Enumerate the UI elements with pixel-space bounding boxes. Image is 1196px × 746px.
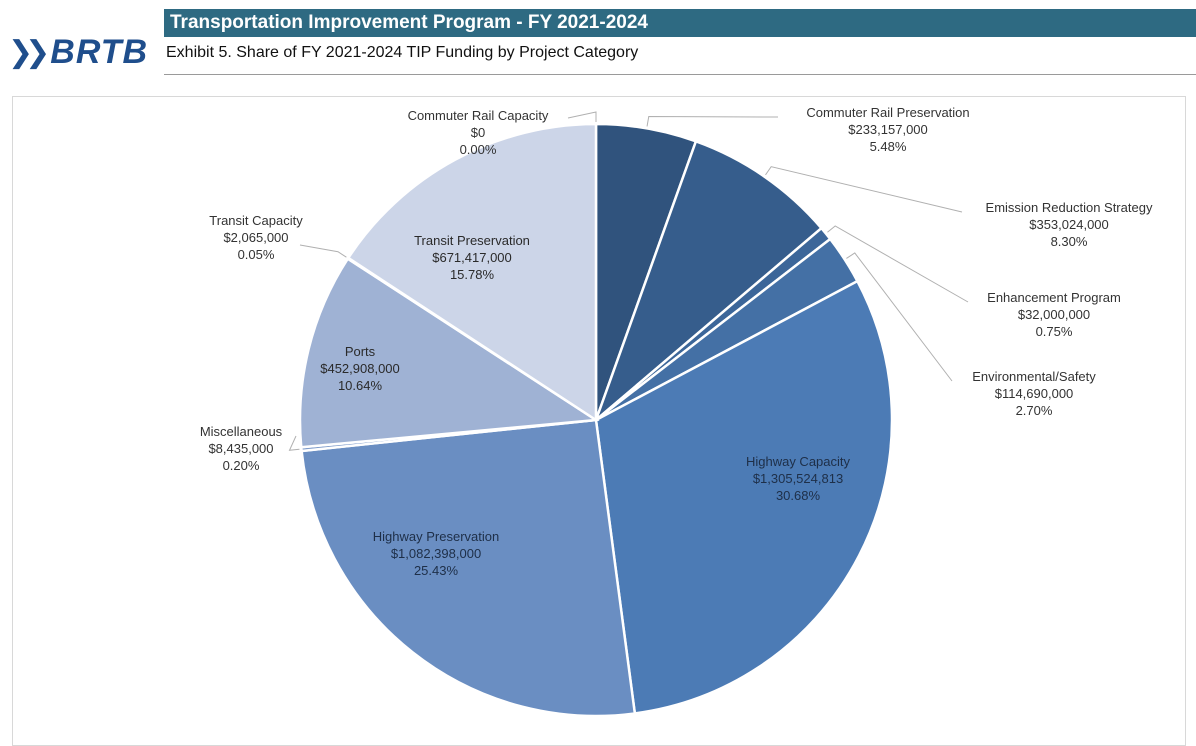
slice-label-name-commuter-rail-preservation: Commuter Rail Preservation (806, 105, 969, 120)
slice-label-percent-miscellaneous: 0.20% (223, 458, 260, 473)
slice-label-percent-transit-capacity: 0.05% (238, 247, 275, 262)
title-bar (164, 9, 1196, 37)
pie-slice-highway-capacity (594, 279, 894, 715)
slice-label-amount-commuter-rail-capacity: $0 (471, 125, 485, 140)
pie-slice-ports (298, 256, 600, 449)
slice-label-amount-commuter-rail-preservation: $233,157,000 (848, 122, 928, 137)
pie-slice-highway-preservation (300, 418, 637, 718)
slice-label-percent-commuter-rail-capacity: 0.00% (460, 142, 497, 157)
pie-slice-emission-reduction-strategy (593, 139, 824, 424)
slice-label-amount-enhancement-program: $32,000,000 (1018, 307, 1090, 322)
slice-label-name-miscellaneous: Miscellaneous (200, 424, 283, 439)
slice-label-name-enhancement-program: Enhancement Program (987, 290, 1121, 305)
slice-label-percent-ports: 10.64% (338, 378, 383, 393)
slice-label-amount-miscellaneous: $8,435,000 (208, 441, 273, 456)
leader-line-commuter-rail-capacity (567, 111, 597, 122)
slice-label-name-highway-capacity: Highway Capacity (746, 454, 851, 469)
slice-label-amount-highway-capacity: $1,305,524,813 (753, 471, 843, 486)
slice-label-percent-highway-preservation: 25.43% (414, 563, 459, 578)
slice-label-name-environmental-safety: Environmental/Safety (972, 369, 1096, 384)
slice-label-percent-environmental-safety: 2.70% (1016, 403, 1053, 418)
logo-text: BRTB (50, 32, 149, 71)
slice-label-name-transit-preservation: Transit Preservation (414, 233, 530, 248)
slice-label-percent-highway-capacity: 30.68% (776, 488, 821, 503)
leader-line-transit-capacity (299, 244, 347, 258)
slice-label-percent-emission-reduction-strategy: 8.30% (1051, 234, 1088, 249)
exhibit-subtitle: Exhibit 5. Share of FY 2021-2024 TIP Fun… (166, 44, 639, 61)
slice-label-amount-transit-preservation: $671,417,000 (432, 250, 512, 265)
slice-label-name-transit-capacity: Transit Capacity (209, 213, 303, 228)
leader-line-miscellaneous (288, 435, 300, 451)
slice-label-percent-enhancement-program: 0.75% (1036, 324, 1073, 339)
slice-label-amount-environmental-safety: $114,690,000 (995, 386, 1074, 401)
slice-label-amount-emission-reduction-strategy: $353,024,000 (1029, 217, 1109, 232)
slice-label-name-ports: Ports (345, 344, 376, 359)
leader-line-enhancement-program (827, 225, 969, 303)
slice-label-name-emission-reduction-strategy: Emission Reduction Strategy (986, 200, 1153, 215)
slice-label-name-commuter-rail-capacity: Commuter Rail Capacity (408, 108, 549, 123)
slice-label-percent-transit-preservation: 15.78% (450, 267, 495, 282)
slice-label-name-highway-preservation: Highway Preservation (373, 529, 499, 544)
leader-line-commuter-rail-preservation (646, 116, 779, 127)
slice-label-amount-highway-preservation: $1,082,398,000 (391, 546, 481, 561)
brtb-logo: ❯❯ BRTB (8, 32, 148, 72)
slice-label-amount-transit-capacity: $2,065,000 (223, 230, 288, 245)
page-title: Transportation Improvement Program - FY … (170, 12, 648, 33)
leader-line-emission-reduction-strategy (765, 166, 963, 213)
slice-label-amount-ports: $452,908,000 (320, 361, 400, 376)
leader-line-environmental-safety (846, 252, 953, 382)
header-divider (164, 74, 1196, 75)
pie-slice-transit-preservation (346, 122, 598, 423)
slice-label-percent-commuter-rail-preservation: 5.48% (870, 139, 907, 154)
